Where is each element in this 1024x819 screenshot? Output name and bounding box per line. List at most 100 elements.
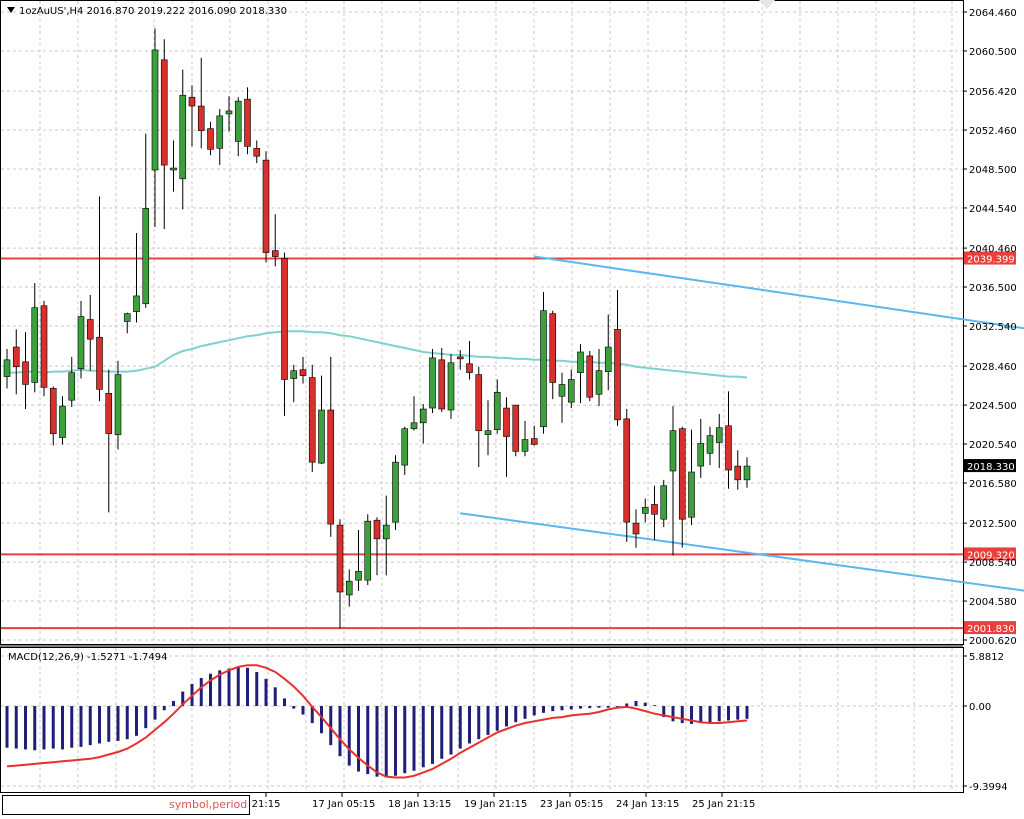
candle-body [327, 409, 335, 525]
time-label: an 21:15 [236, 799, 280, 810]
candle-body [493, 392, 501, 430]
symbol-period-text: symbol,period [169, 798, 248, 811]
candle-body [355, 571, 362, 581]
candle-body [188, 96, 196, 107]
price-tick-label: 2012.500 [969, 519, 1017, 530]
candle-body [290, 370, 298, 379]
candle-body [530, 438, 538, 445]
horizontal-levels[interactable]: 2039.399 2009.320 2001.830 [1, 251, 1016, 636]
symbol-period-box[interactable]: symbol,period [2, 795, 250, 815]
candle-body [725, 425, 732, 471]
candle-body [40, 305, 48, 388]
channel-line [534, 255, 1024, 330]
candle-body [318, 409, 325, 464]
level-price-label: 2009.320 [967, 550, 1015, 561]
candle-body [429, 357, 436, 409]
candle-body [595, 370, 603, 395]
candle-body [419, 408, 427, 424]
macd-tick-label: 0.00 [969, 702, 991, 713]
price-tick-label: 2028.460 [969, 362, 1017, 373]
candle-body [410, 422, 418, 429]
current-price-tag [964, 459, 1016, 473]
moving-average [7, 330, 748, 379]
macd-tick-label: -9.3994 [969, 782, 1008, 793]
candle-body [641, 507, 649, 514]
main-chart-frame [0, 0, 964, 645]
candle-body [207, 128, 214, 150]
macd-label: MACD(12,26,9) -1.5271 -1.7494 [8, 652, 168, 663]
candle-body [133, 295, 140, 312]
candle-body [678, 428, 686, 520]
candle-body [715, 427, 723, 443]
macd-signal-line [6, 664, 748, 779]
time-label: 17 Jan 05:15 [312, 799, 375, 810]
candle-body [734, 465, 742, 481]
candle-body [49, 388, 57, 434]
price-tick-label: 2036.500 [969, 283, 1017, 294]
candle-body [160, 59, 168, 166]
candle-body [669, 430, 677, 472]
candle-body [68, 372, 76, 401]
candle-body [632, 522, 640, 535]
candle-body [271, 250, 279, 257]
candle-body [743, 465, 751, 481]
candle-body [484, 430, 492, 435]
price-axis: 2064.460 2060.500 2056.420 2052.460 2048.500… [963, 8, 1017, 793]
candle-body [401, 428, 409, 466]
candle-body [466, 363, 473, 373]
candle-body [299, 369, 307, 376]
level-price-label: 2039.399 [967, 255, 1015, 266]
candle-body [12, 346, 20, 368]
price-tick-label: 2032.540 [969, 322, 1017, 333]
macd-chart-frame [0, 647, 964, 793]
candle-body [392, 461, 399, 523]
candle-body [623, 418, 631, 523]
candle-body [540, 310, 547, 428]
candle-body [151, 49, 159, 171]
trend-channel[interactable] [460, 255, 1024, 601]
level-price-label: 2001.830 [967, 624, 1015, 635]
candle-body [382, 524, 390, 540]
candle-body [567, 379, 575, 403]
candle-body [281, 258, 288, 380]
candlesticks [3, 28, 751, 629]
candle-body [123, 313, 131, 322]
corner-marker [759, 0, 775, 9]
price-tick-label: 2004.580 [969, 597, 1017, 608]
price-tick-label: 2016.580 [969, 479, 1017, 490]
candle-body [234, 100, 242, 142]
candle-body [114, 374, 122, 435]
candle-body [262, 159, 270, 253]
candle-body [456, 356, 464, 360]
level-price-tag [964, 251, 1016, 265]
current-price-label: 2018.330 [967, 462, 1015, 473]
candle-body [438, 359, 446, 410]
candle-body [179, 94, 187, 180]
price-tick-label: 2052.460 [969, 126, 1017, 137]
price-tick-label: 2000.620 [969, 636, 1017, 647]
time-label: 24 Jan 13:15 [616, 799, 679, 810]
candle-body [586, 355, 594, 398]
time-label: 18 Jan 13:15 [388, 799, 451, 810]
ma-line [7, 330, 748, 379]
candle-body [447, 362, 455, 411]
candle-body [59, 405, 66, 438]
time-label: 23 Jan 05:15 [540, 799, 603, 810]
candle-body [31, 307, 39, 383]
time-label: 25 Jan 21:15 [692, 799, 755, 810]
chart-symbol-info: 1ozAuUS',H4 2016.870 2019.222 2016.090 2… [19, 6, 287, 17]
candle-body [253, 148, 261, 157]
candle-body [86, 319, 94, 340]
candle-body [521, 439, 529, 452]
candle-body [549, 313, 557, 383]
candle-body [651, 504, 658, 515]
triangle-down-icon[interactable] [7, 7, 15, 13]
candle-body [512, 404, 520, 452]
price-tick-label: 2060.500 [969, 47, 1017, 58]
time-axis: an 21:15 17 Jan 05:15 18 Jan 13:15 19 Jan 2… [236, 792, 755, 810]
candle-body [3, 359, 11, 377]
candle-body [308, 377, 316, 463]
macd-tick-label: 5.8812 [969, 652, 1004, 663]
candle-body [688, 471, 695, 518]
